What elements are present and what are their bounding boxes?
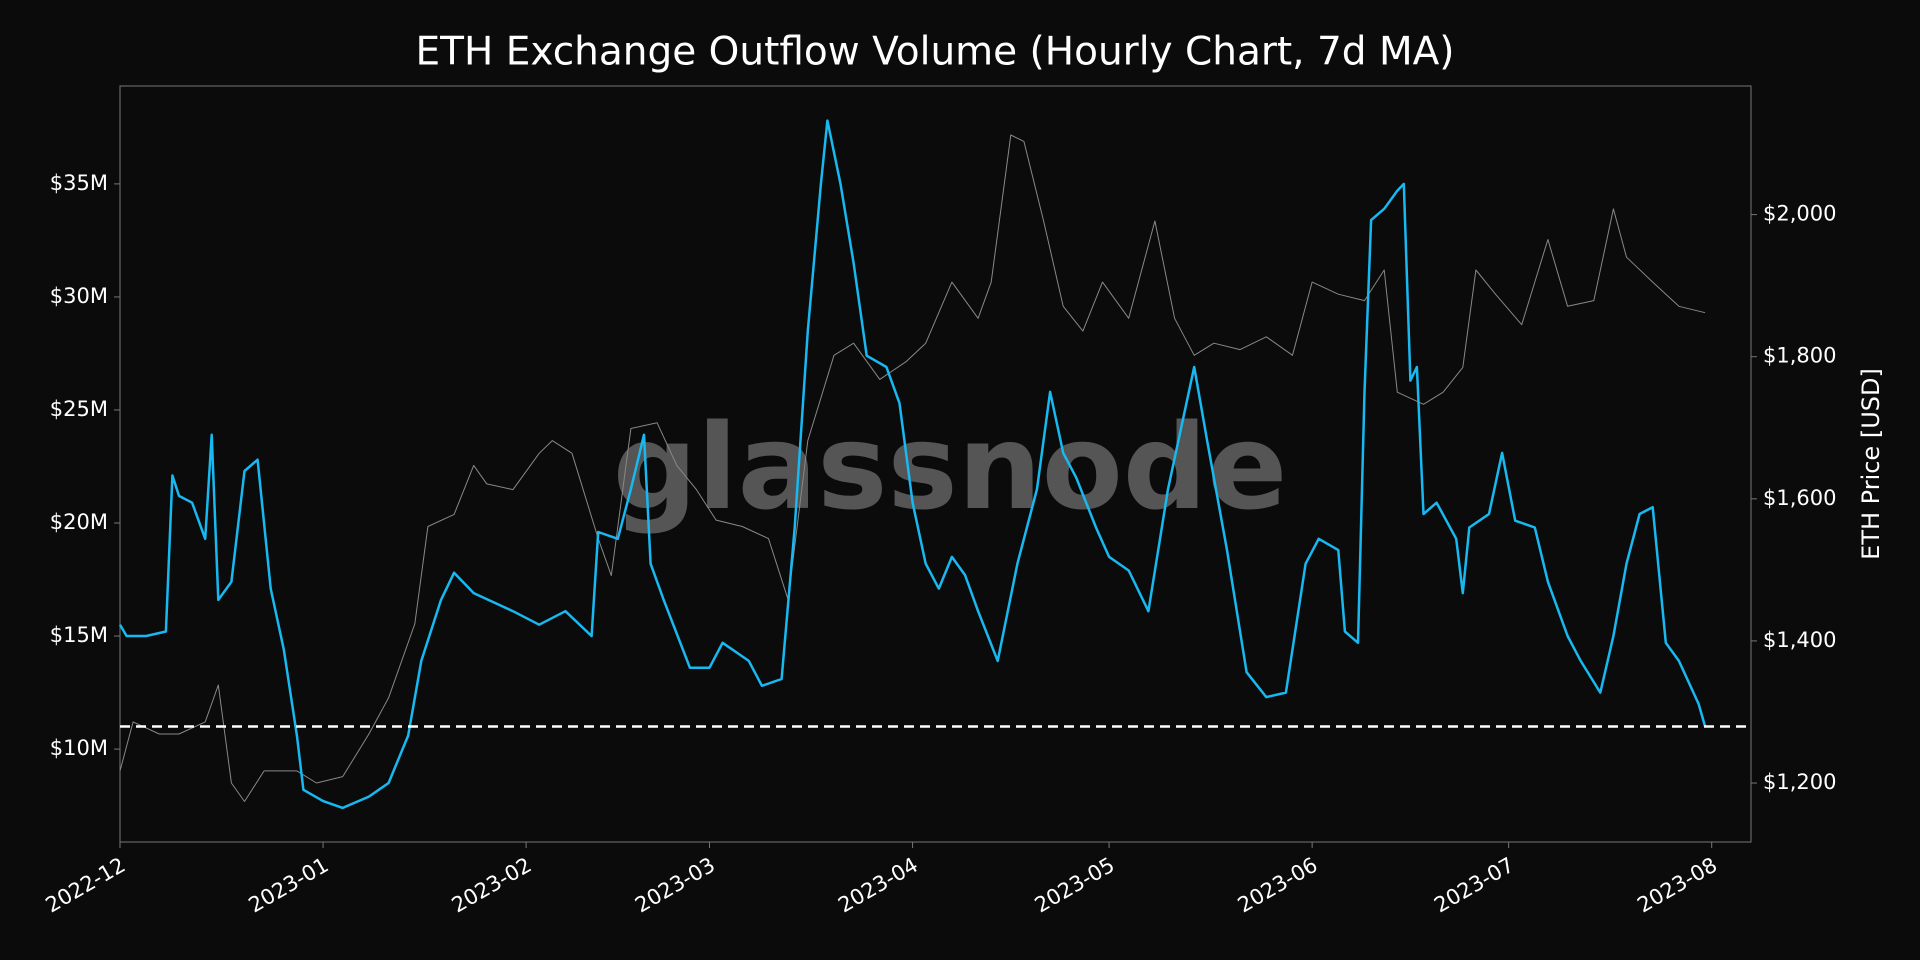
y-tick-label: $25M	[50, 397, 108, 421]
y2-tick-label: $1,600	[1763, 486, 1836, 510]
series-line	[119, 134, 1706, 802]
watermark: glassnode	[613, 398, 1288, 536]
y-tick-label: $30M	[50, 284, 108, 308]
y2-axis-label: ETH Price [USD]	[1857, 368, 1885, 560]
x-tick-label: 2023-08	[1633, 853, 1721, 918]
plot-frame	[119, 85, 1752, 843]
x-tick-label: 2023-07	[1430, 853, 1518, 918]
y-tick-label: $20M	[50, 510, 108, 534]
x-tick-label: 2022-12	[42, 853, 130, 918]
y-tick-label: $35M	[50, 171, 108, 195]
y-tick-label: $15M	[50, 623, 108, 647]
x-tick-label: 2023-02	[448, 853, 536, 918]
y2-tick-label: $1,800	[1763, 344, 1836, 368]
y-tick-label: $10M	[50, 736, 108, 760]
x-tick-label: 2023-01	[245, 853, 333, 918]
x-tick-label: 2023-05	[1031, 853, 1119, 918]
x-tick-label: 2023-04	[834, 853, 922, 918]
x-tick-label: 2023-03	[631, 853, 719, 918]
y2-tick-label: $1,400	[1763, 628, 1836, 652]
series-line	[118, 119, 1707, 810]
y2-tick-label: $2,000	[1763, 202, 1836, 226]
x-tick-label: 2023-06	[1234, 853, 1322, 918]
y2-tick-label: $1,200	[1763, 770, 1836, 794]
chart-title: ETH Exchange Outflow Volume (Hourly Char…	[416, 30, 1455, 75]
